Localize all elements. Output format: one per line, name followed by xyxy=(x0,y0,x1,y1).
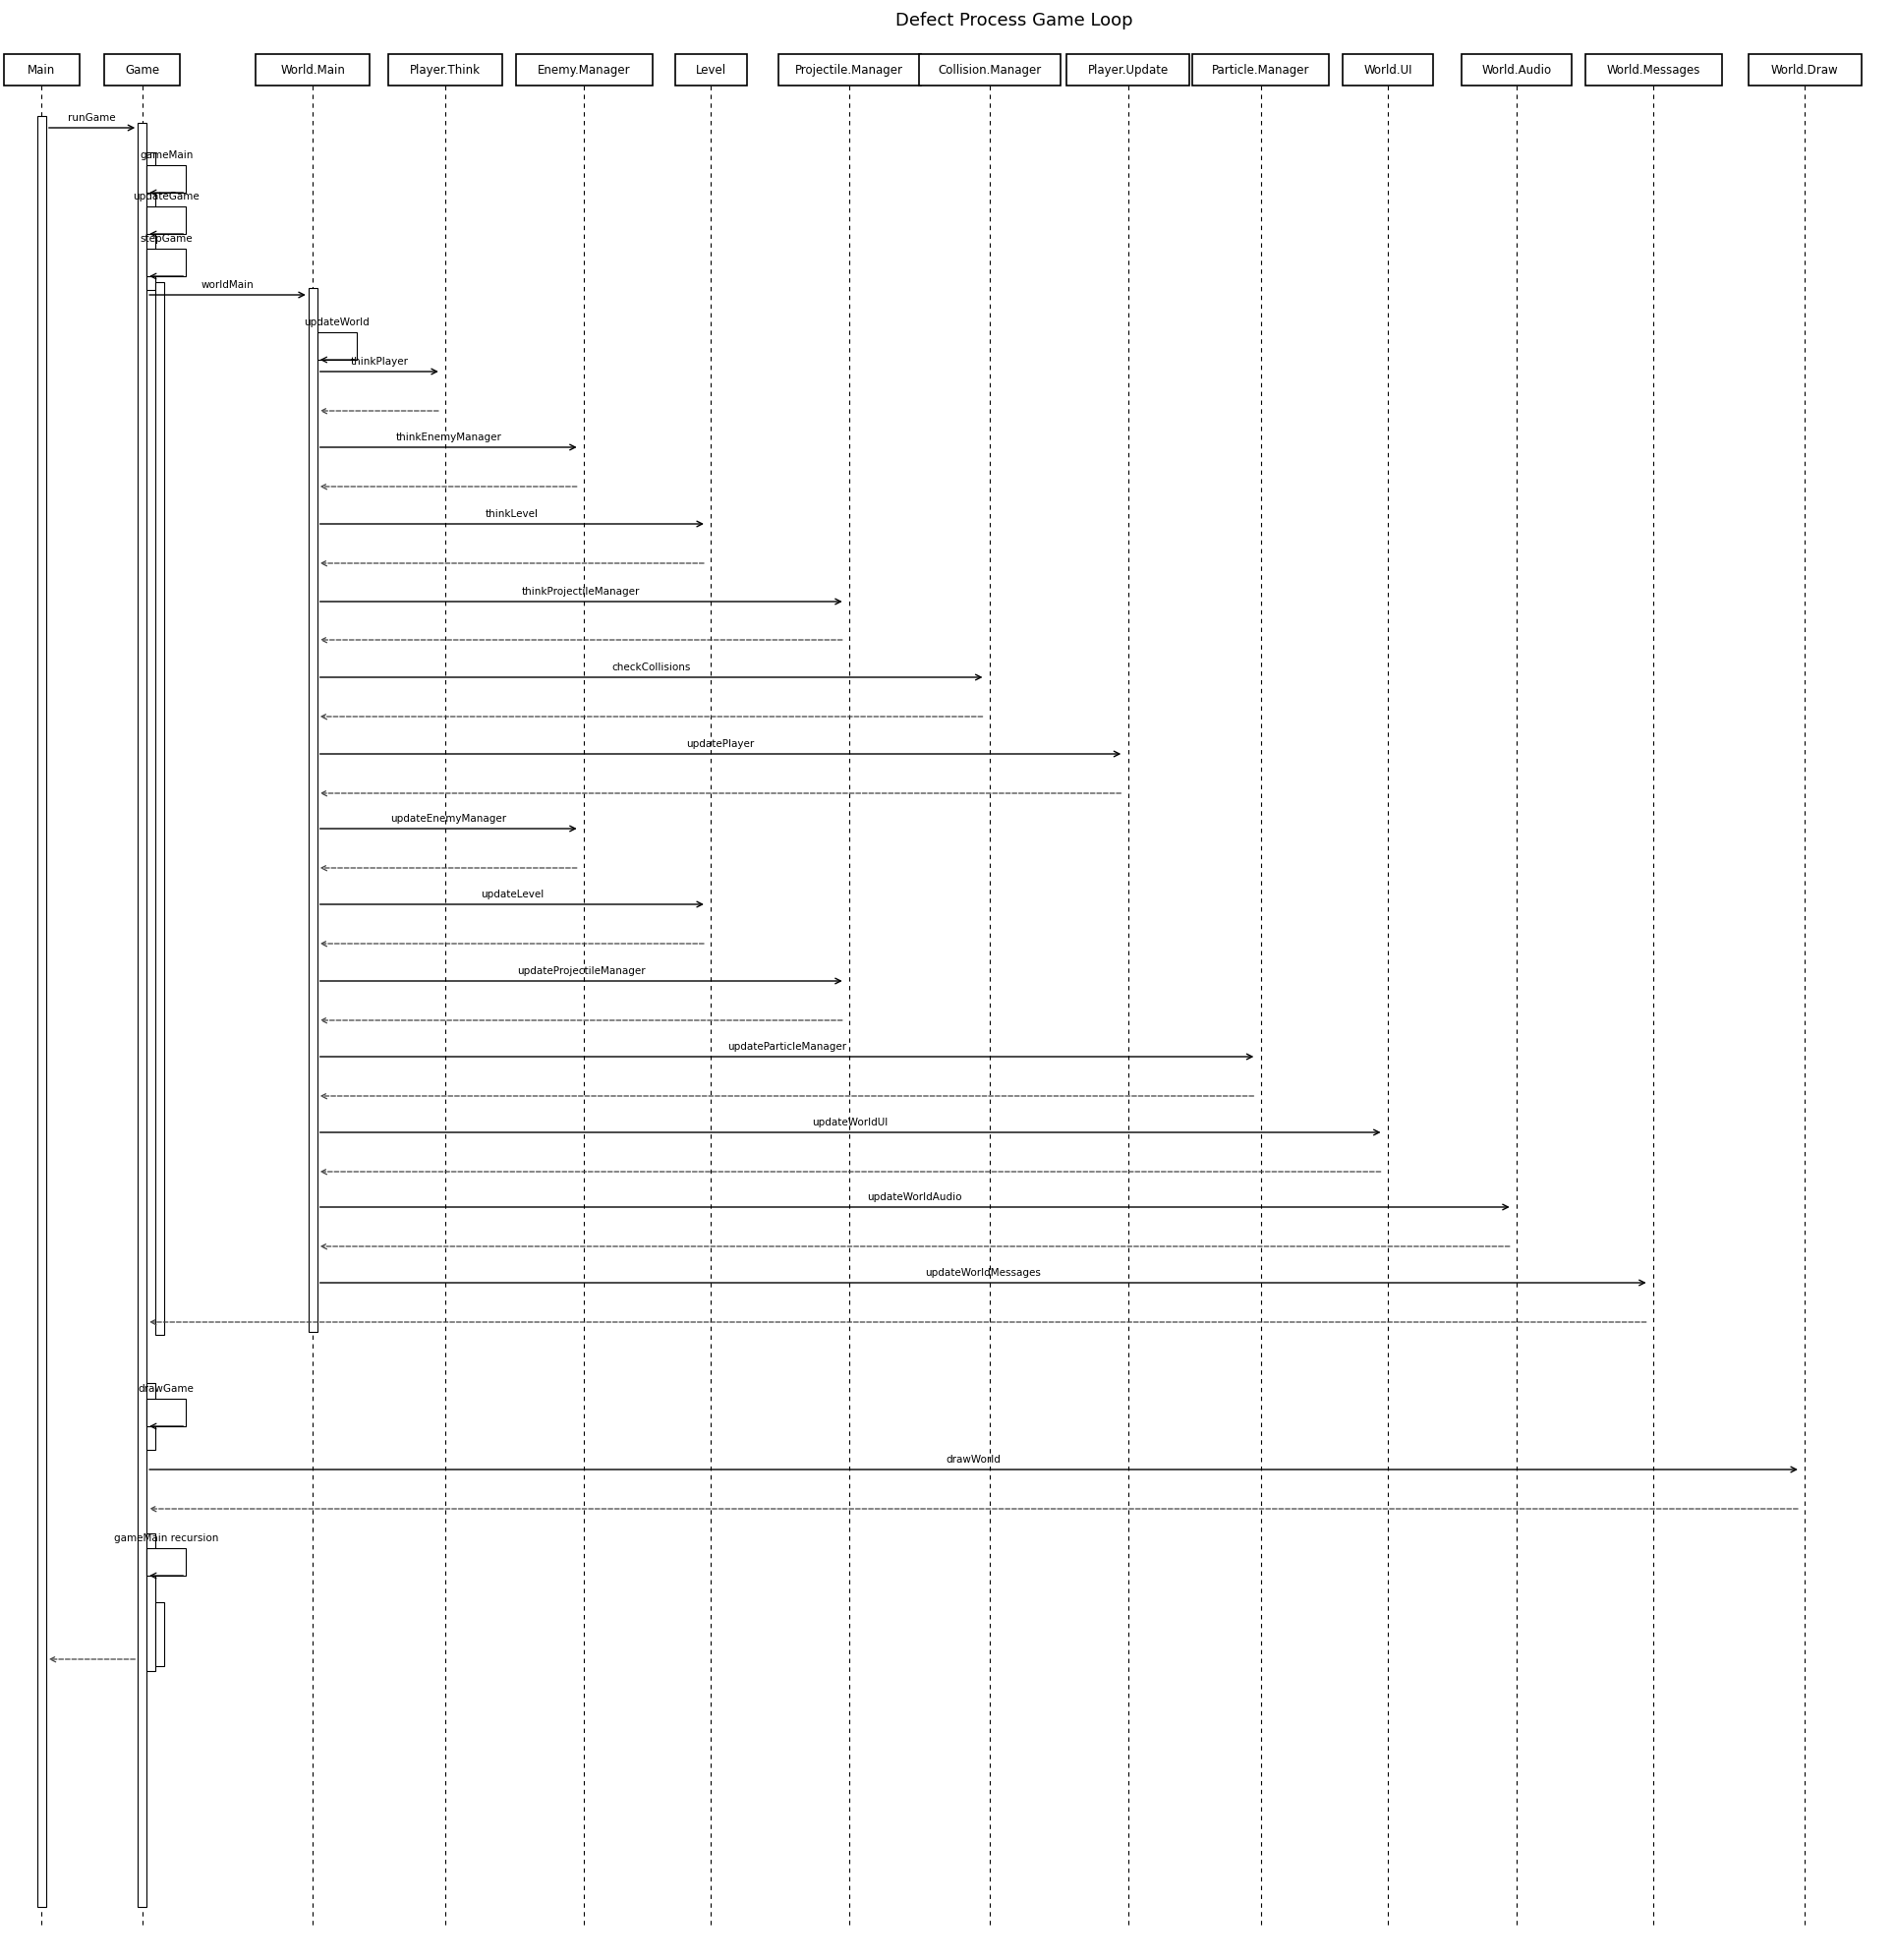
Bar xyxy=(146,165,186,192)
Text: Collision.Manager: Collision.Manager xyxy=(939,63,1041,76)
Text: Level: Level xyxy=(696,63,726,76)
Bar xyxy=(516,55,652,86)
Bar xyxy=(146,1399,186,1427)
Bar xyxy=(155,1601,165,1666)
Text: updateGame: updateGame xyxy=(133,192,199,202)
Bar xyxy=(779,55,921,86)
Text: worldMain: worldMain xyxy=(201,280,254,290)
Text: Player.Update: Player.Update xyxy=(1088,63,1168,76)
Text: drawGame: drawGame xyxy=(138,1384,193,1394)
Text: updatePlayer: updatePlayer xyxy=(686,739,755,749)
Bar xyxy=(1585,55,1722,86)
Bar xyxy=(389,55,502,86)
Text: updateProjectileManager: updateProjectileManager xyxy=(518,966,645,976)
Text: updateWorldUI: updateWorldUI xyxy=(811,1117,889,1127)
Bar xyxy=(918,55,1062,86)
Bar xyxy=(138,123,146,1907)
Text: World.Main: World.Main xyxy=(281,63,345,76)
Text: updateWorld: updateWorld xyxy=(303,318,370,327)
Text: Enemy.Manager: Enemy.Manager xyxy=(537,63,631,76)
Text: updateParticleManager: updateParticleManager xyxy=(728,1043,846,1053)
Text: Main: Main xyxy=(28,63,55,76)
Bar xyxy=(146,1533,155,1672)
Bar xyxy=(146,1384,155,1450)
Bar xyxy=(256,55,370,86)
Bar xyxy=(146,153,155,290)
Bar xyxy=(317,333,356,361)
Text: Game: Game xyxy=(125,63,159,76)
Bar xyxy=(309,288,317,1333)
Text: updateWorldMessages: updateWorldMessages xyxy=(925,1268,1041,1278)
Text: thinkPlayer: thinkPlayer xyxy=(351,357,408,367)
Bar xyxy=(1748,55,1862,86)
Text: gameMain recursion: gameMain recursion xyxy=(114,1533,218,1543)
Bar xyxy=(155,282,165,1335)
Bar xyxy=(146,206,186,233)
Text: checkCollisions: checkCollisions xyxy=(612,662,690,672)
Bar xyxy=(1342,55,1433,86)
Bar xyxy=(104,55,180,86)
Bar xyxy=(1066,55,1189,86)
Text: Player.Think: Player.Think xyxy=(410,63,482,76)
Text: thinkEnemyManager: thinkEnemyManager xyxy=(396,433,501,443)
Text: updateEnemyManager: updateEnemyManager xyxy=(391,813,506,823)
Text: updateLevel: updateLevel xyxy=(480,890,544,900)
Text: Particle.Manager: Particle.Manager xyxy=(1212,63,1310,76)
Text: drawWorld: drawWorld xyxy=(946,1454,1001,1464)
Text: stepGame: stepGame xyxy=(140,233,193,243)
Bar xyxy=(675,55,747,86)
Text: gameMain: gameMain xyxy=(140,151,193,161)
Text: thinkProjectileManager: thinkProjectileManager xyxy=(521,586,641,596)
Text: World.Draw: World.Draw xyxy=(1771,63,1839,76)
Text: Defect Process Game Loop: Defect Process Game Loop xyxy=(895,12,1134,29)
Bar xyxy=(4,55,80,86)
Text: World.Messages: World.Messages xyxy=(1606,63,1701,76)
Text: thinkLevel: thinkLevel xyxy=(485,510,538,519)
Text: World.Audio: World.Audio xyxy=(1483,63,1551,76)
Bar xyxy=(38,116,46,1907)
Bar xyxy=(146,1548,186,1576)
Text: World.UI: World.UI xyxy=(1363,63,1413,76)
Text: updateWorldAudio: updateWorldAudio xyxy=(866,1192,963,1201)
Bar xyxy=(146,249,186,276)
Bar xyxy=(1193,55,1329,86)
Text: Projectile.Manager: Projectile.Manager xyxy=(794,63,904,76)
Bar xyxy=(1462,55,1572,86)
Text: runGame: runGame xyxy=(68,114,116,123)
